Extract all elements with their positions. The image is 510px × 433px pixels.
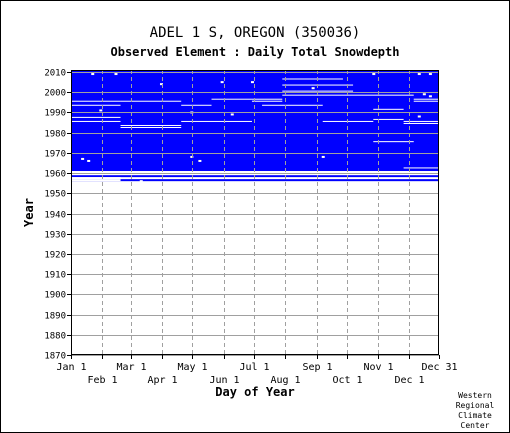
x-tick-label: Mar 1: [116, 362, 146, 373]
y-tick-label: 1890: [44, 312, 66, 322]
data-gap: [71, 116, 121, 118]
data-gap: [251, 100, 283, 102]
y-tick-label: 1940: [44, 211, 66, 221]
missing-marker: [198, 159, 202, 162]
x-tick-label: Apr 1: [147, 375, 177, 386]
missing-marker: [428, 73, 432, 76]
y-tick-label: 1910: [44, 271, 66, 281]
data-gap: [120, 100, 182, 102]
missing-marker: [417, 73, 421, 76]
data-gap: [71, 179, 121, 182]
credit-line: Center: [460, 421, 490, 430]
y-tick-label: 1970: [44, 150, 66, 160]
missing-marker: [139, 180, 143, 183]
missing-marker: [321, 155, 325, 158]
data-gap: [373, 141, 414, 143]
axis-layer: 1870 1880 1890 1900 1910 1920 1930 1940 1950 1960…: [44, 69, 457, 387]
y-tick-label: 1880: [44, 332, 66, 342]
data-gap: [71, 120, 121, 122]
data-gap: [413, 98, 439, 100]
data-gap: [251, 98, 283, 100]
x-axis-label: Day of Year: [215, 385, 294, 399]
missing-marker: [311, 87, 315, 90]
x-tick-label: Nov 1: [363, 362, 393, 373]
missing-marker: [190, 155, 194, 158]
data-gap: [71, 104, 121, 106]
y-axis-label: Year: [22, 198, 36, 227]
credit-line: Climate: [458, 411, 492, 420]
data-gap: [71, 177, 121, 180]
data-gap: [403, 120, 439, 122]
x-tick-label: Dec 1: [394, 375, 424, 386]
data-gap: [403, 167, 439, 169]
data-gap: [373, 108, 404, 110]
data-gap: [282, 94, 414, 96]
chart-title: ADEL 1 S, OREGON (350036): [149, 25, 361, 41]
x-tick-label: Jun 1: [209, 375, 239, 386]
missing-marker: [87, 159, 91, 162]
missing-marker: [81, 157, 85, 160]
credit-block: Western Regional Climate Center: [445, 391, 505, 431]
missing-marker: [422, 93, 426, 96]
y-tick-label: 2000: [44, 89, 66, 99]
missing-marker: [159, 83, 163, 86]
plot-border: [71, 70, 439, 355]
x-tick-label: May 1: [177, 362, 207, 373]
data-gap: [282, 78, 343, 80]
data-gap: [181, 120, 252, 122]
data-gap: [413, 100, 439, 102]
y-tick-label: 1900: [44, 291, 66, 301]
x-tick-label: Jan 1: [56, 362, 86, 373]
y-tick-label: 1920: [44, 251, 66, 261]
y-tick-label: 1870: [44, 352, 66, 362]
y-tick-label: 1980: [44, 130, 66, 140]
missing-marker: [372, 73, 376, 76]
y-tick-label: 1950: [44, 190, 66, 200]
data-gap: [322, 120, 374, 122]
missing-marker: [91, 73, 95, 76]
missing-marker: [99, 109, 103, 112]
data-gap: [181, 104, 212, 106]
data-gap: [403, 122, 439, 124]
x-tick-label: Dec 31: [421, 362, 457, 373]
credit-line: Western: [458, 391, 492, 400]
data-gap: [120, 127, 182, 129]
x-tick-label: Aug 1: [270, 375, 300, 386]
data-block: [71, 179, 439, 182]
data-gap: [373, 118, 404, 120]
y-tick-label: 1990: [44, 109, 66, 119]
data-gap: [120, 124, 182, 126]
x-tick-label: Jul 1: [239, 362, 269, 373]
y-tick-label: 1960: [44, 170, 66, 180]
credit-line: Regional: [455, 401, 495, 410]
missing-marker: [428, 95, 432, 98]
missing-marker: [417, 115, 421, 118]
y-tick-label: 1930: [44, 231, 66, 241]
missing-marker: [230, 113, 234, 116]
missing-marker: [220, 81, 224, 84]
x-tick-label: Oct 1: [332, 375, 362, 386]
missing-marker: [114, 73, 118, 76]
y-tick-label: 2010: [44, 69, 66, 79]
x-tick-label: Feb 1: [87, 375, 117, 386]
chart-subtitle: Observed Element : Daily Total Snowdepth: [110, 45, 400, 59]
data-gap: [71, 100, 121, 102]
data-gap: [211, 98, 252, 100]
data-gap: [262, 104, 323, 106]
x-tick-label: Sep 1: [302, 362, 332, 373]
grid-layer: [71, 70, 439, 356]
missing-marker: [250, 81, 254, 84]
